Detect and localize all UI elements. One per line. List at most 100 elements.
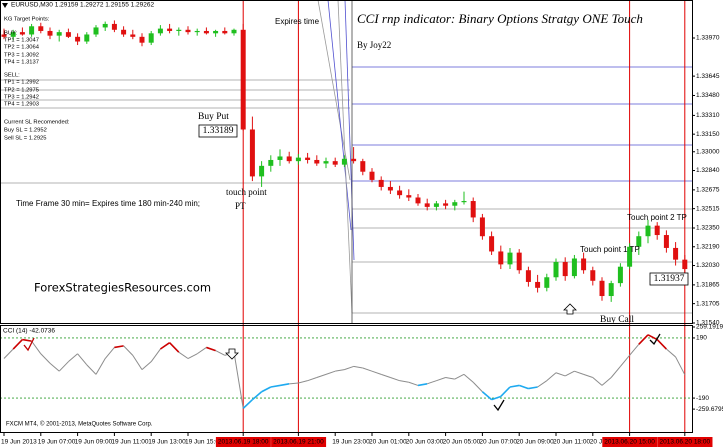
cci-segment (675, 356, 686, 375)
candle-body (259, 165, 265, 177)
cci-segment (638, 334, 649, 345)
cci-segment (242, 399, 253, 409)
x-tick-label: 19 Jun 15:00 (185, 439, 223, 446)
cci-segment (169, 342, 180, 353)
cci-segment (481, 391, 493, 401)
panel-text: TP4 = 1.2903 (4, 102, 39, 108)
cci-segment (353, 365, 363, 369)
candle-body (185, 29, 191, 33)
candle-body (479, 217, 485, 237)
annotation: ForexStrategiesResources.com (34, 281, 211, 295)
cci-segment (537, 380, 548, 388)
candle-body (571, 258, 577, 277)
x-tick-label: 19 Jun 23:00 (332, 439, 370, 446)
x-tick-highlight (215, 437, 271, 447)
x-tick-highlight (657, 437, 713, 447)
candle-body (47, 30, 53, 36)
candle-body (351, 158, 357, 162)
cci-segment (178, 351, 189, 359)
chart-subtitle: By Joy22 (357, 40, 391, 50)
x-tick-label: 20 Jun 05:00 (443, 439, 481, 446)
price-box-label: 1.31937 (654, 274, 685, 284)
cci-segment (215, 350, 226, 356)
cci-segment (187, 353, 198, 359)
candle-body (157, 28, 163, 34)
cci-segment (583, 373, 593, 378)
cci-segment (49, 362, 60, 372)
candle-body (581, 258, 587, 271)
candle-body (470, 201, 476, 218)
cci-segment (472, 381, 483, 393)
candle-body (139, 36, 145, 43)
candle-body (424, 203, 430, 207)
annotation: Expires time (275, 17, 320, 26)
candle-body (489, 236, 495, 252)
candle-body (387, 186, 393, 191)
panel-text: Sell SL = 1.2925 (4, 136, 47, 142)
candle-body (332, 161, 338, 165)
cci-title: CCI (14) -42.0736 (3, 328, 55, 335)
candle-body (222, 30, 228, 34)
level-lines (0, 0, 692, 323)
cci-segment (132, 355, 143, 370)
check-marker (649, 333, 661, 346)
candle-body (461, 201, 467, 203)
cci-segment (528, 386, 538, 390)
candle-body (341, 158, 347, 165)
x-tick-label: 20 Jun 01:00 (369, 439, 407, 446)
candle-body (65, 32, 71, 37)
cci-segment (454, 373, 465, 380)
panel-text: BUY: (4, 31, 18, 37)
cci-segment (445, 377, 455, 380)
candle-body (627, 246, 633, 267)
cci-segment (629, 343, 640, 356)
candle-body (29, 26, 35, 35)
cci-segment (417, 383, 428, 387)
cci-segment (592, 377, 603, 386)
candle-body (314, 159, 320, 164)
cci-segment (399, 380, 409, 383)
candle-body (121, 29, 127, 35)
check-marker (493, 399, 505, 412)
cci-segment (325, 370, 336, 375)
chart-title: CCI rnp indicator: Binary Options Stratg… (357, 11, 643, 26)
candle-body (203, 30, 209, 34)
cci-segment (22, 338, 32, 342)
candle-body (415, 197, 421, 204)
annotation: FXCM MT4, © 2001-2013, MetaQuotes Softwa… (6, 421, 153, 428)
cci-segment (141, 361, 152, 370)
candle-body (525, 270, 531, 282)
price-box (649, 272, 689, 286)
cci-segment (371, 370, 382, 375)
candle-body (38, 26, 44, 31)
arrow-marker (225, 348, 239, 360)
cci-segment (206, 346, 216, 352)
candle-body (75, 36, 81, 42)
cci-segment (159, 342, 171, 350)
header-icon (2, 3, 8, 8)
panel-text: Buy SL = 1.2952 (4, 128, 47, 134)
cci-segment (196, 347, 207, 355)
cci-segment (307, 377, 317, 382)
cci-segment (123, 345, 134, 356)
cci-segment (381, 373, 391, 378)
x-tick-label: 19 Jun 09:00 (75, 439, 113, 446)
y-tick-label: 1.33645 (696, 73, 720, 80)
candle-body (636, 236, 642, 247)
candle-body (433, 203, 439, 207)
cci-segment (251, 391, 263, 401)
header: EURUSD,M30 1.29159 1.29272 1.29155 1.292… (11, 2, 154, 9)
candle-body (535, 281, 541, 288)
candle-body (608, 283, 614, 297)
y-tick-label: -259.6795 (696, 406, 723, 413)
y-tick-label: 259.1919 (696, 324, 723, 331)
arrow-marker (563, 303, 577, 315)
candle-body (590, 270, 596, 281)
candle-body (369, 171, 375, 180)
panel-text: Current SL Recomended: (4, 120, 70, 126)
cci-segment (298, 380, 308, 384)
candle-body (176, 29, 182, 31)
price-box (198, 124, 238, 138)
candle-body (277, 156, 283, 160)
candle-body (84, 34, 90, 42)
